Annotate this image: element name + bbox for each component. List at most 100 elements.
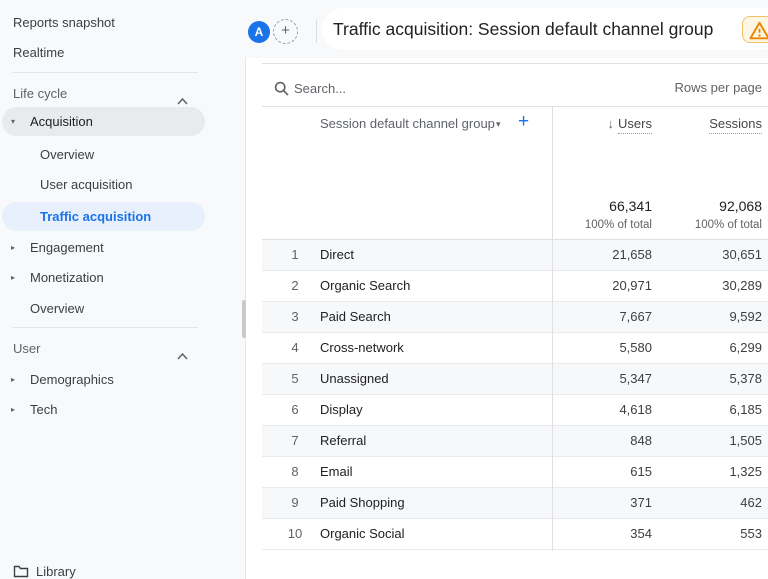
row-sessions-value: 9,592 (729, 309, 762, 324)
add-comparison-button[interactable]: + (273, 19, 298, 44)
sidebar-item-reports-snapshot[interactable]: Reports snapshot (0, 11, 240, 35)
row-users-value: 615 (630, 464, 652, 479)
row-index: 4 (291, 340, 299, 355)
sidebar-item-acquisition[interactable]: ▾ Acquisition (2, 107, 205, 136)
row-users-value: 4,618 (619, 402, 652, 417)
sidebar-item-label: Tech (30, 402, 58, 417)
row-channel: Organic Social (320, 526, 405, 541)
sidebar-item-acquisition-overview[interactable]: Overview (0, 143, 240, 167)
search-row-border (262, 106, 768, 107)
table-row[interactable]: 9 Paid Shopping 371 462 (262, 488, 768, 519)
sidebar-section-life-cycle[interactable]: Life cycle (0, 82, 240, 106)
totals-row-border (262, 239, 768, 240)
users-total-share: 100% of total (584, 219, 652, 231)
sidebar-item-label: Acquisition (30, 114, 93, 129)
table-body: 1 Direct 21,658 30,651 2 Organic Search … (262, 240, 768, 550)
row-users-value: 20,971 (612, 278, 652, 293)
sidebar-item-label: Reports snapshot (13, 15, 115, 30)
table-row[interactable]: 7 Referral 848 1,505 (262, 426, 768, 457)
table-row[interactable]: 8 Email 615 1,325 (262, 457, 768, 488)
row-users-value: 21,658 (612, 247, 652, 262)
sidebar-item-realtime[interactable]: Realtime (0, 41, 240, 65)
sidebar-item-monetization[interactable]: ▸ Monetization (0, 266, 240, 290)
column-header-users[interactable]: ↓ Users (608, 115, 652, 135)
sort-descending-icon[interactable]: ↓ (607, 116, 615, 131)
chevron-up-icon[interactable] (177, 344, 188, 368)
table-row[interactable]: 6 Display 4,618 6,185 (262, 395, 768, 426)
row-channel: Unassigned (320, 371, 389, 386)
triangle-right-icon[interactable]: ▸ (11, 243, 16, 252)
row-channel: Paid Shopping (320, 495, 405, 510)
sidebar-item-library[interactable]: Library (0, 560, 240, 579)
warning-triangle-icon (749, 21, 768, 40)
rows-per-page-label[interactable]: Rows per page (674, 80, 762, 95)
sessions-total-share: 100% of total (694, 219, 762, 231)
account-avatar[interactable]: A (248, 21, 270, 43)
table-row[interactable]: 3 Paid Search 7,667 9,592 (262, 302, 768, 333)
sidebar-item-traffic-acquisition-selected[interactable]: Traffic acquisition (2, 202, 205, 231)
dimension-header-dropdown[interactable]: Session default channel group (320, 116, 495, 131)
report-table-card: Rows per page Session default channel gr… (246, 58, 768, 579)
column-label: Users (618, 116, 652, 134)
triangle-right-icon[interactable]: ▸ (11, 405, 16, 414)
row-channel: Cross-network (320, 340, 404, 355)
title-background-pill (322, 8, 768, 50)
main-area: A + Traffic acquisition: Session default… (246, 0, 768, 579)
table-row[interactable]: 4 Cross-network 5,580 6,299 (262, 333, 768, 364)
sidebar-divider (12, 72, 198, 73)
header-divider (316, 20, 317, 43)
row-index: 2 (291, 278, 299, 293)
column-header-sessions[interactable]: Sessions (709, 115, 762, 135)
table-row[interactable]: 1 Direct 21,658 30,651 (262, 240, 768, 271)
plus-icon: + (281, 22, 290, 39)
row-sessions-value: 1,505 (729, 433, 762, 448)
add-secondary-dimension-button[interactable]: + (518, 111, 530, 132)
sidebar-divider (12, 327, 198, 328)
row-index: 9 (291, 495, 299, 510)
table-row[interactable]: 2 Organic Search 20,971 30,289 (262, 271, 768, 302)
row-sessions-value: 553 (740, 526, 762, 541)
sidebar-item-label: Library (36, 564, 76, 579)
row-users-value: 7,667 (619, 309, 652, 324)
data-quality-warning-badge[interactable] (742, 16, 768, 43)
sidebar-item-label: Engagement (30, 240, 104, 255)
sidebar-item-user-acquisition[interactable]: User acquisition (0, 173, 240, 197)
row-channel: Paid Search (320, 309, 391, 324)
users-total-value: 66,341 (609, 198, 652, 214)
triangle-right-icon[interactable]: ▸ (11, 375, 16, 384)
row-sessions-value: 30,651 (722, 247, 762, 262)
table-row[interactable]: 10 Organic Social 354 553 (262, 519, 768, 550)
folder-icon (13, 565, 29, 578)
sidebar-item-label: Traffic acquisition (40, 209, 152, 224)
sidebar-scrollbar-thumb[interactable] (242, 300, 246, 338)
row-sessions-value: 462 (740, 495, 762, 510)
dropdown-arrow-icon[interactable]: ▾ (496, 119, 501, 129)
chevron-up-icon[interactable] (177, 89, 188, 113)
sidebar-item-label: Realtime (13, 45, 65, 60)
column-label: Sessions (709, 116, 762, 134)
sidebar-item-demographics[interactable]: ▸ Demographics (0, 368, 240, 392)
row-index: 1 (291, 247, 299, 262)
search-input[interactable] (294, 76, 574, 100)
sidebar-item-tech[interactable]: ▸ Tech (0, 398, 240, 422)
sidebar-item-label: Overview (40, 147, 95, 162)
row-users-value: 5,347 (619, 371, 652, 386)
sidebar-item-lifecycle-overview[interactable]: Overview (0, 297, 240, 321)
table-column-divider (552, 107, 553, 551)
search-icon (274, 81, 289, 96)
sidebar-item-engagement[interactable]: ▸ Engagement (0, 236, 240, 260)
row-users-value: 5,580 (619, 340, 652, 355)
sidebar-item-label: Demographics (30, 372, 114, 387)
sessions-total-value: 92,068 (719, 198, 762, 214)
row-channel: Direct (320, 247, 354, 262)
row-channel: Email (320, 464, 353, 479)
triangle-right-icon[interactable]: ▸ (11, 273, 16, 282)
sidebar-section-user[interactable]: User (0, 337, 240, 361)
row-users-value: 354 (630, 526, 652, 541)
section-label: Life cycle (13, 86, 68, 101)
card-top-border (262, 63, 768, 64)
triangle-down-icon[interactable]: ▾ (11, 117, 16, 126)
report-nav-sidebar: Reports snapshot Realtime Life cycle ▾ A… (0, 0, 246, 579)
table-row[interactable]: 5 Unassigned 5,347 5,378 (262, 364, 768, 395)
